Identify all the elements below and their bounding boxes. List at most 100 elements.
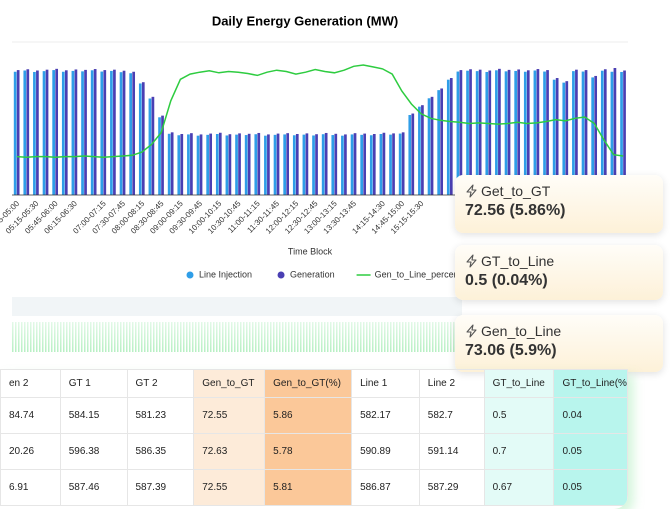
table-cell: 0.7 [483, 433, 555, 470]
bar [572, 71, 575, 195]
bar [344, 134, 347, 195]
column-header: GT_to_Line(% [553, 369, 628, 398]
bar [514, 70, 518, 195]
card-label-row: Gen_to_Line [465, 323, 653, 339]
bar [478, 69, 482, 195]
bar [418, 106, 421, 195]
bar [170, 132, 174, 195]
bolt-icon [466, 254, 477, 268]
legend-label: Generation [290, 269, 335, 279]
table-cell: 5.86 [264, 397, 353, 434]
bar [382, 132, 386, 195]
table-cell: 582.17 [351, 397, 420, 434]
bar [546, 70, 549, 195]
bar [209, 133, 213, 195]
bar [331, 135, 335, 195]
table-row: 20.26 596.38 586.35 72.63 5.78 590.89 591.14 0.… [0, 433, 628, 470]
bar [620, 71, 623, 195]
bar [100, 71, 104, 195]
table-cell: 584.15 [59, 397, 128, 434]
bar [276, 133, 280, 195]
bar [90, 70, 94, 195]
bar [523, 71, 527, 195]
bolt-icon [466, 324, 477, 338]
bar [334, 133, 338, 195]
table-row: 6.91 587.46 587.39 72.55 5.81 586.87 587.29 0.6… [0, 469, 628, 506]
card-value: 73.06 (5.9%) [465, 342, 557, 359]
bar [392, 133, 395, 195]
table-cell: 0.67 [483, 469, 555, 506]
legend-swatch [277, 271, 285, 279]
bar [507, 69, 511, 195]
table-cell: 587.29 [418, 469, 485, 506]
table-cell: 0.04 [553, 397, 628, 434]
table-cell: 72.55 [193, 397, 266, 434]
bar [295, 134, 299, 195]
column-header: Gen_to_GT(%) [264, 369, 353, 398]
bar [600, 70, 604, 195]
bar [177, 135, 181, 195]
bar [459, 70, 463, 195]
bar [196, 135, 200, 195]
bar [254, 134, 258, 195]
bar [498, 68, 501, 195]
bar [488, 70, 492, 195]
card-value: 0.5 (0.04%) [465, 272, 548, 289]
bar [315, 134, 318, 195]
table-cell: 591.14 [418, 433, 485, 470]
table-cell: 596.38 [59, 433, 128, 470]
bar [45, 69, 49, 195]
bar [52, 70, 56, 195]
metric-card: GT_to_Line 0.5 (0.04%) [455, 245, 663, 300]
bar [475, 71, 479, 195]
bar [398, 133, 402, 195]
bar [555, 78, 559, 195]
table-cell: 5.78 [264, 433, 353, 470]
legend-label: Gen_to_Line_percent [375, 269, 462, 279]
bar [575, 69, 578, 195]
bar [360, 134, 364, 195]
legend-label: Line Injection [199, 269, 252, 279]
bar [26, 69, 30, 195]
bar [148, 98, 152, 195]
column-header: Line 1 [351, 369, 420, 398]
bar [235, 134, 238, 195]
bar [103, 70, 107, 195]
bar [389, 134, 392, 195]
bar [495, 70, 498, 195]
bar [16, 70, 20, 195]
table-cell: 0.05 [553, 433, 628, 470]
bar [350, 134, 354, 195]
bar [110, 70, 113, 195]
bar [129, 73, 133, 195]
bar [517, 69, 521, 195]
bar [225, 135, 229, 195]
column-header: GT 1 [59, 369, 128, 398]
bar [562, 82, 566, 195]
bar [485, 71, 489, 195]
bar [55, 68, 59, 195]
bar [187, 134, 190, 195]
bar [167, 133, 171, 195]
table-cell: 72.55 [193, 469, 266, 506]
bar [244, 135, 248, 195]
card-label: Get_to_GT [481, 183, 551, 199]
bar [61, 71, 65, 195]
bar [122, 70, 126, 195]
bar [411, 113, 415, 195]
table-cell: 587.39 [126, 469, 195, 506]
card-label: Gen_to_Line [481, 323, 562, 339]
bar [64, 70, 68, 195]
bar [581, 71, 585, 195]
slider-track[interactable] [12, 297, 462, 316]
card-value: 72.56 (5.86%) [465, 202, 566, 219]
x-axis-label: Time Block [288, 246, 333, 256]
bar [456, 71, 460, 195]
bar [84, 69, 87, 195]
bar [372, 134, 376, 195]
bar [138, 83, 142, 195]
bar [427, 98, 431, 195]
bar [132, 71, 136, 195]
